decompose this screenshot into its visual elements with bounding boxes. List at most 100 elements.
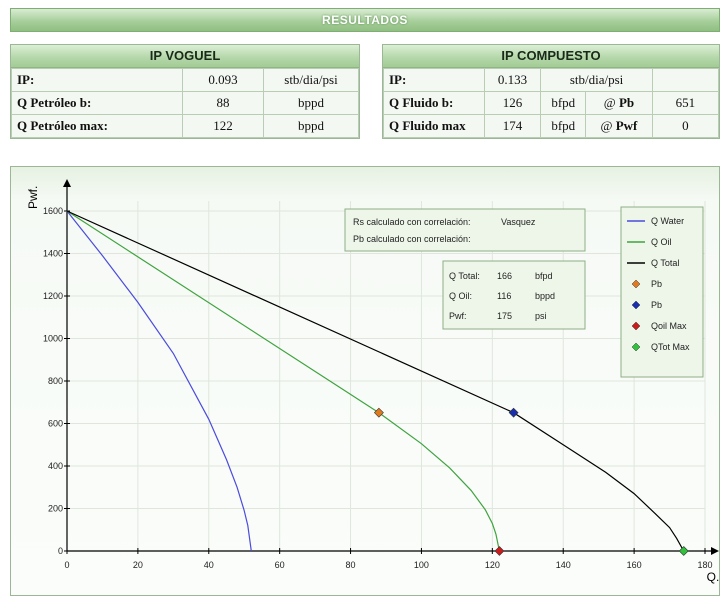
q-petroleo-b-label: Q Petróleo b: bbox=[11, 91, 183, 115]
q-petroleo-max-value: 122 bbox=[182, 114, 264, 138]
x-tick-label: 60 bbox=[275, 560, 285, 570]
ipc-ip-extra bbox=[651, 68, 720, 92]
ipc-ip-label: IP: bbox=[383, 68, 485, 92]
ip-label: IP: bbox=[11, 68, 183, 92]
q-fluido-b-extra: 651 bbox=[651, 91, 720, 115]
y-tick-label: 1400 bbox=[43, 249, 63, 259]
pb-label: Pb calculado con correlación: bbox=[353, 234, 471, 244]
q-petroleo-max-unit: bppd bbox=[263, 114, 359, 138]
x-tick-label: 40 bbox=[204, 560, 214, 570]
q-fluido-b-at: @ Pb bbox=[585, 91, 653, 115]
legend-label: Q Oil bbox=[651, 237, 672, 247]
x-tick-label: 20 bbox=[133, 560, 143, 570]
pwf-value: 175 bbox=[497, 311, 512, 321]
pwf-label: Pwf: bbox=[449, 311, 467, 321]
q-fluido-max-at-label: Pwf bbox=[615, 118, 638, 133]
y-tick-label: 1000 bbox=[43, 334, 63, 344]
table-row: Q Fluido b: 126 bfpd @ Pb 651 bbox=[383, 91, 720, 115]
chart-series bbox=[66, 210, 685, 552]
q-fluido-max-at: @ Pwf bbox=[585, 114, 653, 138]
ip-compuesto-panel: IP COMPUESTO IP: 0.133 stb/dia/psi Q Flu… bbox=[382, 44, 720, 139]
table-row: Q Petróleo b: 88 bppd bbox=[11, 91, 359, 115]
chart-legend: Q Water Q Oil Q Total Pb Pb Qoil Max QTot Max bbox=[620, 206, 704, 378]
totals-box: Q Total: 166 bfpd Q Oil: 116 bppd Pwf: 1… bbox=[442, 260, 586, 330]
x-tick-label: 100 bbox=[414, 560, 429, 570]
q-oil-value: 116 bbox=[497, 291, 511, 301]
ipr-chart: 0 20 40 60 80 100 120 140 160 180 0 200 400 600 800 100… bbox=[26, 179, 719, 584]
legend-label: Pb bbox=[651, 300, 662, 310]
ipc-ip-unit: stb/dia/psi bbox=[540, 68, 653, 92]
y-tick-label: 200 bbox=[48, 504, 63, 514]
ip-voguel-table: IP: 0.093 stb/dia/psi Q Petróleo b: 88 b… bbox=[11, 68, 359, 138]
ip-compuesto-title: IP COMPUESTO bbox=[383, 45, 719, 68]
q-petroleo-b-unit: bppd bbox=[263, 91, 359, 115]
ip-value: 0.093 bbox=[182, 68, 264, 92]
ip-voguel-panel: IP VOGUEL IP: 0.093 stb/dia/psi Q Petról… bbox=[10, 44, 360, 139]
q-fluido-b-label: Q Fluido b: bbox=[383, 91, 485, 115]
ipc-ip-value: 0.133 bbox=[483, 68, 542, 92]
legend-swatch-diamond bbox=[631, 321, 641, 331]
marker-qtot-max bbox=[678, 546, 689, 556]
results-header: RESULTADOS bbox=[10, 8, 720, 32]
x-tick-label: 180 bbox=[697, 560, 712, 570]
y-tick-label: 1200 bbox=[43, 291, 63, 301]
chart-grid bbox=[66, 201, 706, 552]
q-fluido-b-at-label: Pb bbox=[618, 95, 635, 110]
y-tick-label: 400 bbox=[48, 461, 63, 471]
x-tick-label: 160 bbox=[627, 560, 642, 570]
q-oil-label: Q Oil: bbox=[449, 291, 472, 301]
x-tick-label: 0 bbox=[64, 560, 69, 570]
x-tick-label: 120 bbox=[485, 560, 500, 570]
legend-label: Qoil Max bbox=[651, 321, 687, 331]
x-tick-label: 140 bbox=[556, 560, 571, 570]
legend-label: Q Total bbox=[651, 258, 679, 268]
ip-unit: stb/dia/psi bbox=[263, 68, 359, 92]
chart-axes: 0 20 40 60 80 100 120 140 160 180 0 200 400 600 800 100… bbox=[26, 179, 719, 584]
marker-qoil-max bbox=[494, 546, 505, 556]
q-petroleo-b-value: 88 bbox=[182, 91, 264, 115]
q-fluido-b-value: 126 bbox=[483, 91, 542, 115]
y-tick-label: 800 bbox=[48, 376, 63, 386]
q-total-unit: bfpd bbox=[535, 271, 553, 281]
q-fluido-max-label: Q Fluido max bbox=[383, 114, 485, 138]
series-line-q-oil bbox=[66, 210, 500, 552]
x-tick-label: 80 bbox=[346, 560, 356, 570]
q-fluido-max-value: 174 bbox=[483, 114, 542, 138]
table-row: Q Petróleo max: 122 bppd bbox=[11, 114, 359, 138]
pwf-unit: psi bbox=[535, 311, 547, 321]
x-axis-arrow bbox=[711, 547, 719, 555]
rs-label: Rs calculado con correlación: bbox=[353, 217, 471, 227]
series-line-q-total bbox=[66, 210, 685, 552]
marker-pb bbox=[373, 407, 384, 418]
legend-label: Pb bbox=[651, 279, 662, 289]
table-row: IP: 0.093 stb/dia/psi bbox=[11, 68, 359, 92]
chart-markers bbox=[373, 407, 689, 556]
y-axis-label: Pwf. bbox=[26, 186, 40, 209]
legend-swatch-diamond bbox=[631, 279, 641, 289]
table-row: Q Fluido max 174 bfpd @ Pwf 0 bbox=[383, 114, 720, 138]
ipr-chart-panel: 0 20 40 60 80 100 120 140 160 180 0 200 400 600 800 100… bbox=[10, 166, 720, 596]
x-axis-label: Q. bbox=[707, 570, 719, 584]
ip-compuesto-table: IP: 0.133 stb/dia/psi Q Fluido b: 126 bf… bbox=[383, 68, 720, 138]
ip-voguel-title: IP VOGUEL bbox=[11, 45, 359, 68]
q-total-value: 166 bbox=[497, 271, 512, 281]
q-fluido-max-extra: 0 bbox=[651, 114, 720, 138]
correlation-info-box: Rs calculado con correlación: Vasquez Pb… bbox=[344, 208, 586, 252]
legend-swatch-diamond bbox=[631, 342, 641, 352]
y-tick-label: 600 bbox=[48, 419, 63, 429]
marker-pb bbox=[508, 407, 519, 418]
legend-swatch-diamond bbox=[631, 300, 641, 310]
q-oil-unit: bppd bbox=[535, 291, 555, 301]
table-row: IP: 0.133 stb/dia/psi bbox=[383, 68, 720, 92]
q-fluido-max-unit: bfpd bbox=[540, 114, 587, 138]
y-tick-label: 0 bbox=[58, 546, 63, 556]
q-fluido-b-unit: bfpd bbox=[540, 91, 587, 115]
legend-label: Q Water bbox=[651, 216, 684, 226]
legend-label: QTot Max bbox=[651, 342, 690, 352]
q-total-label: Q Total: bbox=[449, 271, 480, 281]
series-line-q-water bbox=[66, 210, 252, 552]
y-tick-label: 1600 bbox=[43, 206, 63, 216]
q-petroleo-max-label: Q Petróleo max: bbox=[11, 114, 183, 138]
y-axis-arrow bbox=[63, 179, 71, 187]
rs-value: Vasquez bbox=[501, 217, 536, 227]
